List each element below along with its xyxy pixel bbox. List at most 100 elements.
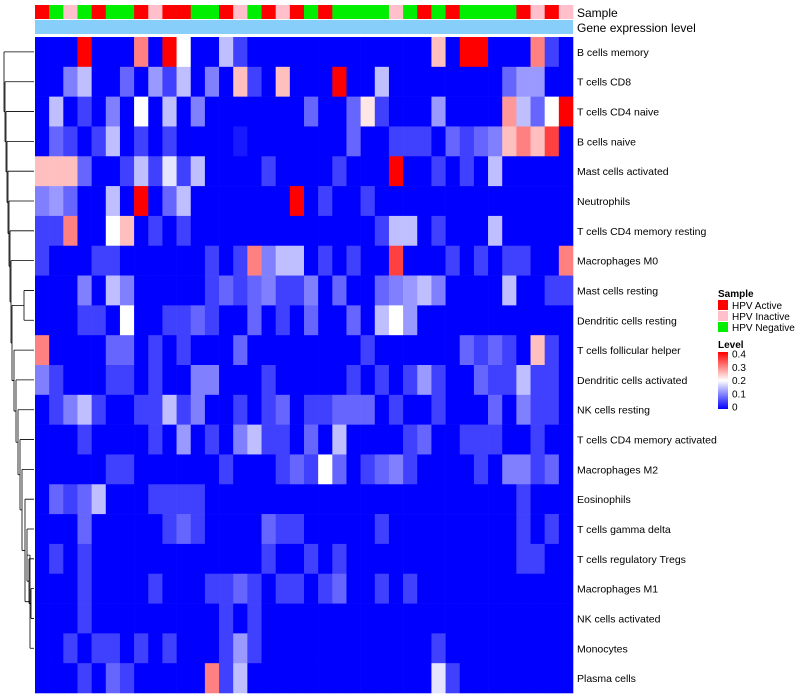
heatmap-cell (388, 543, 404, 575)
heatmap-cell (544, 245, 560, 276)
heatmap-cell (275, 156, 291, 187)
heatmap-cell (49, 66, 64, 97)
heatmap-cell (516, 424, 531, 455)
heatmap-cell (119, 156, 135, 187)
heatmap-cell (134, 245, 149, 276)
heatmap-cell (403, 156, 418, 187)
sample-annotation-cell (148, 5, 163, 19)
heatmap-cell (35, 275, 50, 306)
heatmap-cell (275, 633, 291, 664)
heatmap-cell (247, 663, 262, 694)
heatmap-cell (35, 514, 50, 545)
heatmap-cell (332, 454, 347, 485)
heatmap-cell (176, 305, 192, 336)
heatmap-cell (360, 37, 376, 68)
heatmap-cell (445, 454, 461, 485)
heatmap-cell (459, 424, 475, 455)
heatmap-cell (304, 484, 319, 515)
heatmap-cell (176, 245, 192, 276)
heatmap-cell (473, 215, 489, 247)
heatmap-cell (190, 365, 206, 396)
heatmap-cell (219, 663, 234, 694)
heatmap-cell (176, 215, 192, 247)
heatmap-cell (91, 603, 107, 634)
sample-annotation-cell (558, 5, 574, 19)
heatmap-cell (63, 514, 78, 545)
heatmap-cell (233, 365, 248, 396)
heatmap-cell (459, 484, 475, 515)
heatmap-cell (247, 305, 262, 336)
heatmap-cell (204, 543, 220, 575)
heatmap-cell (346, 305, 361, 336)
heatmap-cell (332, 275, 347, 306)
heatmap-cell (35, 245, 50, 276)
heatmap-cell (148, 603, 163, 634)
heatmap-cell (544, 394, 560, 425)
heatmap-cell (332, 66, 347, 97)
heatmap-cell (304, 603, 319, 634)
heatmap-cell (417, 37, 432, 68)
heatmap-cell (49, 543, 64, 575)
heatmap-cell (247, 633, 262, 664)
sample-annotation-cell (516, 5, 531, 19)
heatmap-cell (247, 96, 262, 127)
heatmap-cell (558, 186, 574, 217)
heatmap-cell (247, 514, 262, 545)
heatmap-cell (346, 215, 361, 247)
sample-annotation-cell (502, 5, 517, 19)
heatmap-cell (35, 37, 50, 68)
heatmap-cell (332, 37, 347, 68)
heatmap-cell (473, 365, 489, 396)
heatmap-cell (360, 96, 376, 127)
heatmap-cell (346, 543, 361, 575)
heatmap-cell (304, 633, 319, 664)
heatmap-cell (304, 66, 319, 97)
heatmap-cell (233, 484, 248, 515)
heatmap-cell (388, 365, 404, 396)
heatmap-cell (233, 394, 248, 425)
heatmap-cell (176, 603, 192, 634)
heatmap-cell (431, 514, 446, 545)
dendrogram-branch (10, 260, 34, 344)
heatmap-cell (459, 305, 475, 336)
heatmap-cell (91, 215, 107, 247)
heatmap-cell (318, 245, 333, 276)
heatmap-cell (275, 394, 291, 425)
heatmap-cell (558, 37, 574, 68)
heatmap-cell (346, 633, 361, 664)
heatmap-cell (190, 543, 206, 575)
heatmap-cell (119, 603, 135, 634)
heatmap-cell (63, 335, 78, 366)
heatmap-cell (516, 305, 531, 336)
heatmap-cell (516, 335, 531, 366)
heatmap-cell (530, 96, 545, 127)
heatmap-cell (360, 454, 376, 485)
heatmap-cell (318, 454, 333, 485)
heatmap-cell (190, 394, 206, 425)
row-label: T cells CD4 memory resting (577, 226, 706, 238)
heatmap-cell (530, 275, 545, 306)
heatmap-cell (502, 275, 517, 306)
heatmap-cell (346, 186, 361, 217)
legend-level-title: Level (718, 340, 744, 351)
heatmap-cell (388, 215, 404, 247)
sample-annotation-cell (459, 5, 475, 19)
heatmap-cell (190, 66, 206, 97)
heatmap-cell (105, 275, 121, 306)
heatmap-cell (374, 245, 390, 276)
heatmap-cell (148, 96, 163, 127)
heatmap-cell (544, 305, 560, 336)
heatmap-cell (49, 633, 64, 664)
heatmap-cell (318, 663, 333, 694)
heatmap-cell (148, 454, 163, 485)
sample-annotation-bar (35, 5, 574, 19)
heatmap-cell (304, 663, 319, 694)
row-label: Monocytes (577, 643, 628, 655)
heatmap-cell (502, 37, 517, 68)
heatmap-cell (374, 275, 390, 306)
heatmap-cell (558, 335, 574, 366)
heatmap-cell (162, 514, 177, 545)
heatmap-cell (233, 424, 248, 455)
heatmap-cell (148, 365, 163, 396)
heatmap-cell (148, 215, 163, 247)
